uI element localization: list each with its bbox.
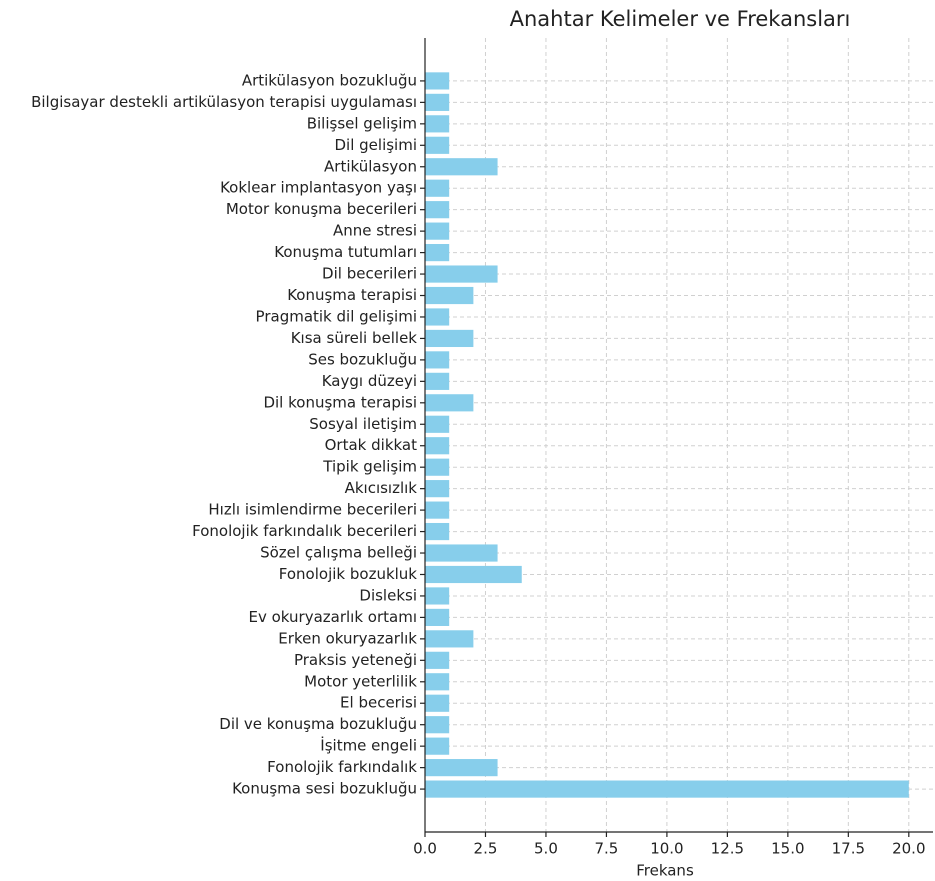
y-tick-label: Bilişsel gelişim (307, 114, 417, 132)
y-tick-label: Fonolojik bozukluk (279, 565, 418, 583)
bar (425, 265, 498, 283)
bar (425, 329, 474, 348)
y-tick-label: Pragmatik dil gelişimi (256, 307, 417, 325)
bar (425, 72, 450, 90)
y-tick-label: Ortak dikkat (325, 436, 417, 454)
x-tick-label: 5.0 (534, 840, 558, 858)
y-tick-label: Kaygı düzeyi (322, 372, 417, 390)
y-tick-label: Ses bozukluğu (308, 350, 417, 368)
y-tick-label: Artikülasyon (324, 157, 417, 175)
y-tick-label: Fonolojik farkındalık becerileri (192, 522, 417, 540)
bar (425, 93, 450, 111)
bar (425, 437, 450, 455)
y-tick-label: Motor yeterlilik (304, 672, 417, 690)
bar (425, 716, 450, 734)
bar (425, 651, 450, 669)
y-tick-label: Sosyal iletişim (309, 415, 417, 433)
bar (425, 673, 450, 691)
bar (425, 737, 450, 755)
bar (425, 158, 498, 176)
y-tick-label: Dil becerileri (322, 265, 417, 283)
y-tick-label: Bilgisayar destekli artikülasyon terapis… (31, 93, 417, 111)
y-tick-label: Dil konuşma terapisi (263, 393, 417, 411)
bar (425, 458, 450, 476)
y-tick-label: Fonolojik farkındalık (267, 758, 417, 776)
x-axis-label: Frekans (636, 862, 694, 880)
y-tick-label: Koklear implantasyon yaşı (220, 179, 417, 197)
bar (425, 136, 450, 154)
y-tick-label: Konuşma sesi bozukluğu (232, 780, 417, 798)
bar (425, 544, 498, 562)
y-tick-label: Dil ve konuşma bozukluğu (219, 715, 417, 733)
x-tick-label: 12.5 (711, 840, 744, 858)
y-tick-label: Akıcısızlık (345, 479, 418, 497)
y-tick-label: Konuşma tutumları (274, 243, 417, 261)
y-tick-label: Kısa süreli bellek (291, 329, 418, 347)
y-tick-label: Dil gelişimi (335, 136, 418, 154)
y-tick-label: Disleksi (359, 586, 417, 604)
chart-title: Anahtar Kelimeler ve Frekansları (510, 7, 851, 31)
bar (425, 286, 474, 305)
bar (425, 308, 450, 326)
bar (425, 759, 498, 777)
x-tick-label: 2.5 (474, 840, 498, 858)
y-tick-label: Artikülasyon bozukluğu (242, 71, 417, 89)
bar (425, 565, 522, 584)
y-tick-label: Praksis yeteneği (294, 651, 417, 669)
bar (425, 501, 450, 519)
bar (425, 244, 450, 262)
y-tick-label: Motor konuşma becerileri (226, 200, 417, 218)
bar (425, 372, 450, 390)
bar (425, 394, 474, 412)
bar (425, 630, 474, 648)
x-tick-label: 0.0 (413, 840, 437, 858)
x-tick-label: 15.0 (771, 840, 804, 858)
y-tick-label: Anne stresi (333, 222, 417, 240)
bar (425, 522, 450, 541)
bar (425, 694, 450, 712)
bar (425, 608, 450, 626)
y-tick-label: Ev okuryazarlık ortamı (249, 608, 418, 626)
y-tick-label: İşitme engeli (320, 736, 417, 755)
bar (425, 480, 450, 498)
bar (425, 415, 450, 433)
bar (425, 179, 450, 197)
bar (425, 201, 450, 219)
bar (425, 587, 450, 605)
x-tick-label: 17.5 (832, 840, 865, 858)
y-tick-label: Konuşma terapisi (287, 286, 417, 304)
bar (425, 222, 450, 240)
y-tick-label: Sözel çalışma belleği (260, 544, 417, 562)
x-tick-label: 7.5 (594, 840, 618, 858)
x-tick-label: 20.0 (892, 840, 925, 858)
y-tick-label: El becerisi (340, 694, 417, 712)
y-tick-label: Tipik gelişim (322, 458, 417, 476)
y-tick-label: Erken okuryazarlık (278, 629, 417, 647)
bar (425, 115, 450, 133)
y-tick-label: Hızlı isimlendirme becerileri (208, 501, 417, 519)
bar (425, 780, 909, 798)
x-tick-label: 10.0 (650, 840, 683, 858)
bar (425, 351, 450, 369)
